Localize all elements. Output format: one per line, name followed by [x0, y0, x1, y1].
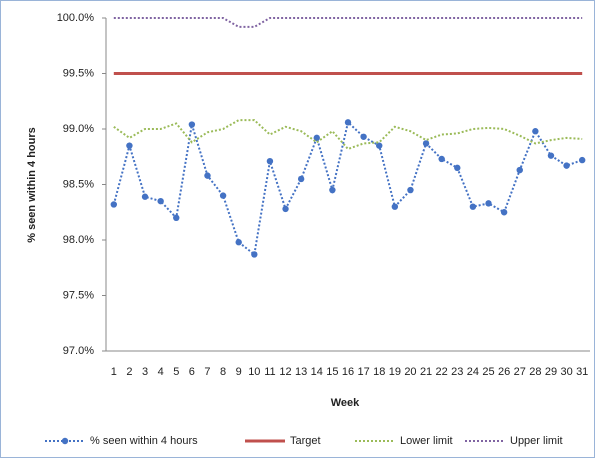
x-tick-label: 30	[560, 366, 572, 378]
x-tick-label: 2	[126, 366, 132, 378]
x-tick-label: 14	[311, 366, 323, 378]
data-point	[422, 140, 430, 147]
x-tick-label: 1	[111, 366, 117, 378]
data-point	[204, 172, 211, 179]
legend-label: % seen within 4 hours	[90, 435, 198, 447]
data-point	[500, 209, 508, 216]
data-point	[219, 192, 227, 199]
legend-marker	[61, 437, 69, 445]
data-point	[391, 203, 399, 210]
data-point	[485, 200, 492, 207]
x-tick-label: 21	[420, 366, 432, 378]
data-point	[344, 119, 352, 126]
data-point	[141, 193, 149, 200]
data-point	[563, 162, 570, 169]
x-tick-label: 12	[279, 366, 291, 378]
data-point	[266, 157, 274, 165]
data-point	[469, 203, 477, 210]
x-tick-label: 25	[482, 366, 494, 378]
data-point	[235, 239, 242, 246]
legend-label: Upper limit	[510, 435, 563, 447]
x-tick-label: 13	[295, 366, 307, 378]
y-tick-label: 100.0%	[57, 12, 95, 24]
x-tick-label: 7	[204, 366, 210, 378]
data-point	[547, 152, 555, 159]
data-point	[329, 186, 336, 194]
y-tick-label: 97.5%	[63, 289, 94, 301]
data-point	[297, 175, 305, 183]
x-tick-label: 9	[236, 366, 242, 378]
x-tick-label: 10	[248, 366, 260, 378]
data-point	[438, 155, 445, 163]
x-tick-label: 3	[142, 366, 148, 378]
x-tick-label: 11	[264, 366, 275, 378]
data-point	[313, 134, 320, 142]
y-axis-title: % seen within 4 hours	[26, 127, 38, 243]
x-tick-label: 31	[576, 366, 588, 378]
data-point	[376, 142, 383, 149]
data-point	[126, 142, 133, 149]
x-tick-label: 18	[373, 366, 385, 378]
x-tick-label: 29	[545, 366, 557, 378]
data-point	[173, 214, 180, 221]
data-point	[251, 251, 258, 258]
y-tick-label: 97.0%	[63, 345, 94, 357]
legend-label: Lower limit	[400, 435, 453, 447]
y-tick-label: 98.0%	[63, 234, 94, 246]
x-tick-label: 17	[357, 366, 369, 378]
x-tick-label: 4	[158, 366, 164, 378]
data-point	[407, 186, 414, 194]
y-tick-label: 99.5%	[63, 67, 94, 79]
data-point	[360, 133, 367, 140]
x-tick-label: 28	[529, 366, 541, 378]
x-tick-label: 19	[389, 366, 401, 378]
x-axis-title: Week	[331, 397, 360, 409]
x-tick-label: 16	[342, 366, 354, 378]
series-line	[113, 119, 583, 151]
legend-label: Target	[290, 435, 321, 447]
data-point	[157, 197, 164, 205]
data-point	[532, 128, 539, 135]
x-tick-label: 24	[467, 366, 479, 378]
x-tick-label: 23	[451, 366, 463, 378]
x-tick-label: 15	[326, 366, 338, 378]
x-tick-label: 8	[220, 366, 226, 378]
data-point	[578, 156, 586, 164]
data-point	[454, 164, 461, 172]
y-tick-label: 99.0%	[63, 123, 94, 135]
data-point	[282, 205, 289, 213]
x-tick-label: 26	[498, 366, 510, 378]
x-tick-label: 22	[436, 366, 448, 378]
x-tick-label: 6	[189, 366, 195, 378]
y-tick-label: 98.5%	[63, 178, 94, 190]
x-tick-label: 27	[514, 366, 526, 378]
x-tick-label: 5	[173, 366, 179, 378]
data-point	[516, 166, 523, 174]
data-point	[110, 201, 118, 208]
data-point	[188, 121, 196, 128]
x-tick-label: 20	[404, 366, 416, 378]
